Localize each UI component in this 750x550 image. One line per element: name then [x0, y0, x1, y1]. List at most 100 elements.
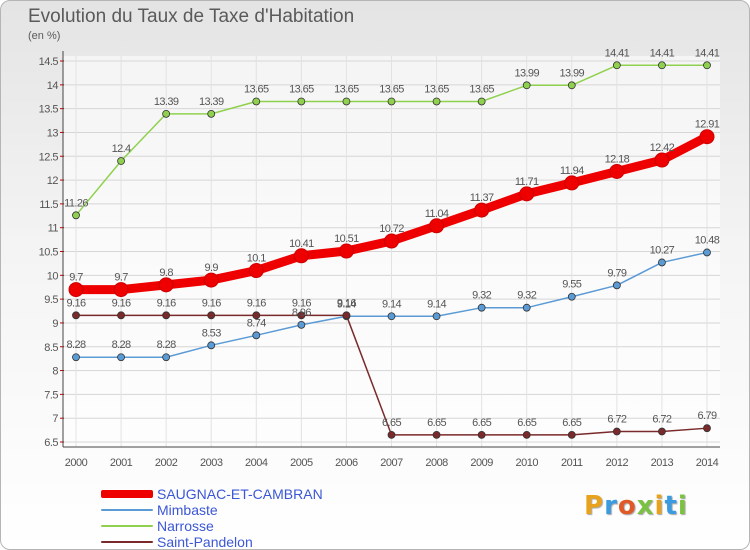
data-label: 9.32 — [517, 290, 536, 302]
y-tick-label: 9.5 — [44, 294, 58, 306]
data-point — [612, 61, 621, 70]
legend-label-saint-pandelon: Saint-Pandelon — [157, 534, 253, 550]
data-label: 9.16 — [66, 297, 85, 309]
data-point — [658, 427, 666, 436]
data-point — [72, 211, 80, 220]
y-tick-label: 13.5 — [39, 104, 59, 116]
y-tick-label: 11 — [48, 223, 59, 235]
data-point — [342, 97, 351, 106]
data-point — [72, 311, 80, 320]
data-label: 9.7 — [114, 272, 128, 284]
data-point — [522, 430, 531, 439]
y-tick-label: 10 — [47, 270, 59, 282]
data-label: 8.28 — [112, 339, 131, 351]
data-label: 13.39 — [154, 96, 179, 108]
logo-letter: o — [617, 491, 637, 521]
logo-letter: P — [584, 491, 605, 521]
logo-letter: r — [604, 491, 618, 521]
y-tick-label: 13 — [47, 127, 59, 139]
data-label: 9.9 — [204, 262, 218, 274]
data-point — [612, 281, 621, 290]
data-label: 9.16 — [337, 297, 356, 309]
proxiti-logo: Proxiti — [584, 491, 688, 521]
data-label: 12.91 — [695, 119, 720, 131]
data-point — [203, 272, 219, 288]
x-tick-label: 2009 — [470, 457, 493, 469]
x-tick-label: 2001 — [110, 457, 133, 469]
data-point — [522, 303, 531, 312]
data-label: 9.55 — [562, 279, 581, 291]
legend-swatch-mimbaste — [101, 502, 153, 518]
data-label: 8.28 — [157, 339, 176, 351]
data-label: 11.04 — [425, 208, 449, 220]
data-point — [432, 97, 441, 106]
data-point — [477, 430, 486, 439]
y-tick-label: 8 — [52, 366, 58, 378]
data-point — [252, 311, 261, 320]
data-point — [612, 427, 621, 436]
y-tick-label: 6.5 — [44, 437, 58, 449]
x-tick-label: 2004 — [245, 457, 268, 469]
data-label: 9.16 — [157, 297, 176, 309]
data-point — [117, 157, 125, 165]
data-label: 13.65 — [424, 83, 449, 95]
legend-swatch-narrosse — [101, 518, 153, 534]
data-label: 9.7 — [69, 272, 83, 284]
data-point — [477, 303, 486, 312]
data-label: 9.14 — [382, 298, 401, 310]
data-label: 8.53 — [202, 327, 221, 339]
x-tick-label: 2014 — [696, 457, 719, 469]
data-label: 13.65 — [469, 83, 494, 95]
legend-label-mimbaste: Mimbaste — [157, 502, 218, 518]
data-point — [477, 97, 486, 106]
data-label: 10.1 — [247, 253, 266, 265]
data-point — [567, 292, 576, 301]
data-label: 10.51 — [334, 233, 359, 245]
data-label: 10.27 — [650, 244, 675, 256]
legend-item-saint-pandelon: Saint-Pandelon — [101, 534, 323, 550]
data-point — [293, 248, 309, 264]
x-tick-label: 2012 — [606, 457, 629, 469]
y-tick-label: 14 — [47, 80, 59, 92]
data-point — [609, 163, 625, 179]
data-label: 6.65 — [517, 417, 536, 429]
data-point — [252, 97, 261, 106]
y-tick-label: 14.5 — [39, 56, 59, 68]
logo-letter: x — [636, 491, 655, 521]
data-label: 9.32 — [472, 290, 491, 302]
data-label: 13.65 — [379, 83, 404, 95]
data-label: 6.65 — [472, 417, 491, 429]
logo-letter: i — [677, 491, 688, 521]
chart-title: Evolution du Taux de Taxe d'Habitation — [28, 6, 355, 27]
data-point — [117, 311, 125, 320]
data-label: 12.18 — [605, 153, 630, 165]
data-label: 8.74 — [247, 317, 266, 329]
x-tick-label: 2010 — [515, 457, 538, 469]
data-point — [207, 311, 216, 320]
data-point — [658, 61, 666, 70]
data-point — [248, 263, 264, 279]
data-point — [432, 430, 441, 439]
data-label: 12.4 — [112, 143, 131, 155]
logo-letter: i — [654, 491, 665, 521]
x-tick-label: 2011 — [561, 457, 583, 469]
y-tick-label: 7.5 — [44, 389, 58, 401]
data-label: 11.37 — [470, 192, 494, 204]
data-label: 6.72 — [652, 414, 671, 426]
data-point — [699, 129, 715, 145]
data-point — [68, 282, 84, 298]
x-tick-label: 2007 — [380, 457, 403, 469]
data-label: 11.71 — [515, 176, 539, 188]
data-label: 9.16 — [202, 297, 221, 309]
data-point — [207, 341, 216, 350]
data-label: 11.94 — [560, 165, 584, 177]
data-point — [162, 311, 171, 320]
data-point — [384, 233, 399, 249]
data-label: 13.99 — [514, 67, 539, 79]
x-tick-label: 2008 — [425, 457, 448, 469]
data-label: 14.41 — [650, 47, 675, 59]
data-point — [703, 424, 711, 433]
data-label: 13.99 — [560, 67, 585, 79]
y-tick-label: 10.5 — [39, 247, 59, 259]
